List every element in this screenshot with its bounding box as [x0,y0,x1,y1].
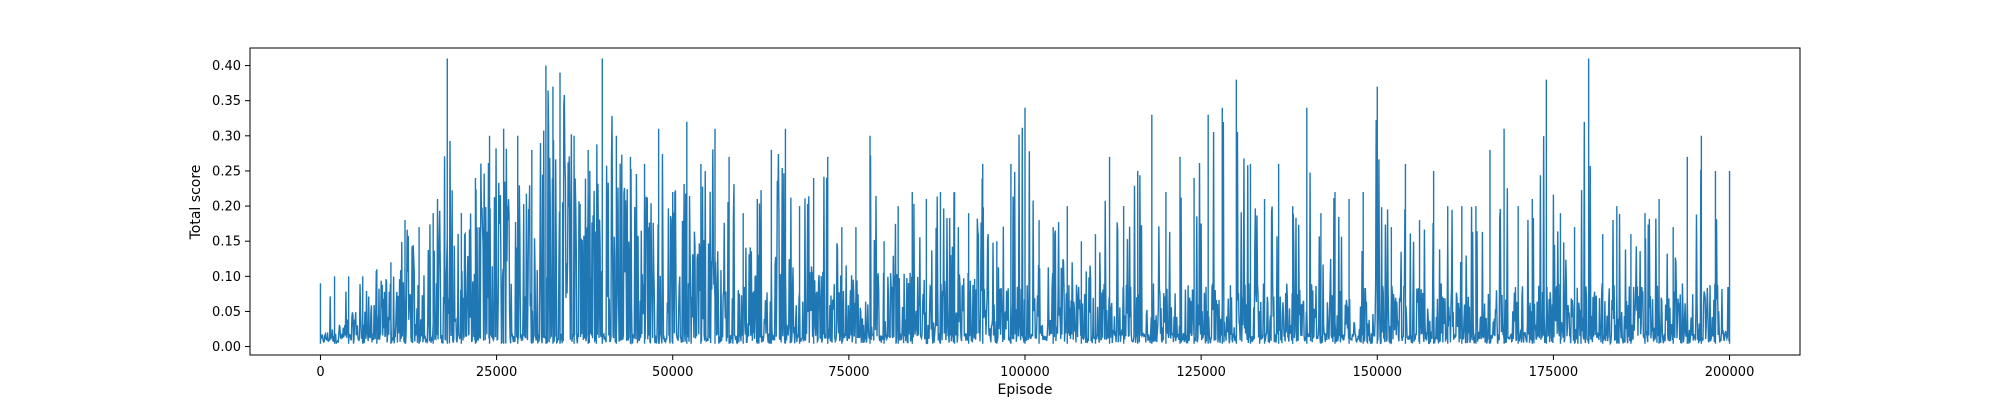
x-tick-label: 150000 [1352,365,1402,380]
series-layer [319,58,1731,346]
x-axis-label: Episode [998,382,1053,398]
y-tick-label: 0.20 [212,200,241,215]
x-tick-label: 100000 [1000,365,1050,380]
y-axis-label: Total score [188,165,204,241]
y-tick-label: 0.35 [212,94,241,109]
y-axis: 0.00 0.05 0.10 0.15 0.20 0.25 0.30 0.35 0.40 [212,59,250,355]
y-tick-label: 0.25 [212,164,241,179]
x-tick-label: 50000 [652,365,693,380]
x-axis: 0 25000 50000 75000 100000 125000 150000 175000… [316,355,1754,380]
y-tick-label: 0.05 [212,305,241,320]
x-tick-label: 200000 [1705,365,1755,380]
x-tick-label: 125000 [1176,365,1226,380]
x-tick-label: 175000 [1529,365,1579,380]
x-tick-label: 0 [316,365,324,380]
y-tick-label: 0.40 [212,59,241,74]
y-tick-label: 0.15 [212,235,241,250]
x-tick-label: 25000 [476,365,517,380]
y-tick-label: 0.30 [212,129,241,144]
score-series-line [319,58,1731,346]
x-tick-label: 75000 [828,365,869,380]
y-tick-label: 0.10 [212,270,241,285]
y-tick-label: 0.00 [212,340,241,355]
